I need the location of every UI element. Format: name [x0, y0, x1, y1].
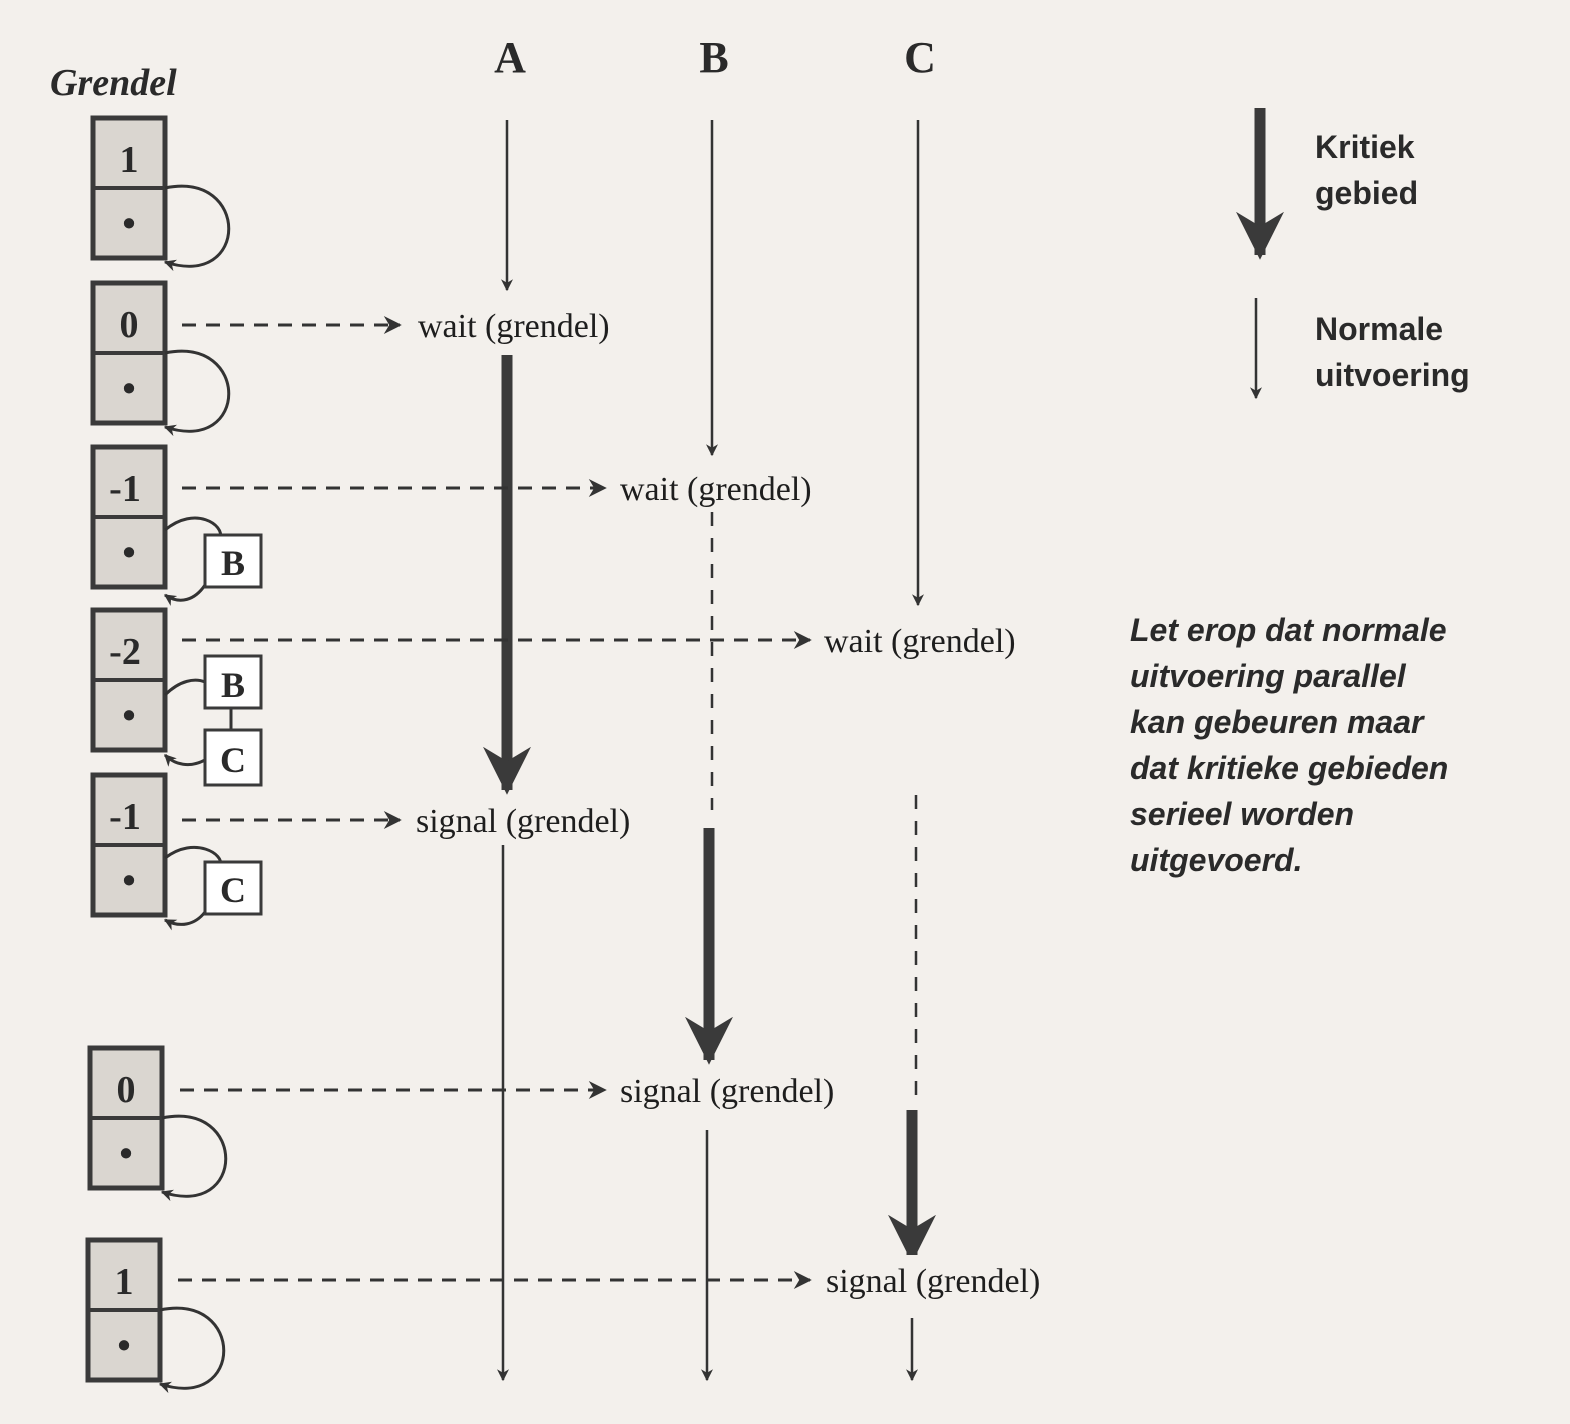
- operation-connectors: [178, 316, 812, 1289]
- diagram-title: Grendel: [50, 62, 177, 104]
- queue-process-c: [203, 860, 263, 916]
- queue-return: [163, 753, 206, 767]
- empty-queue-loop: [158, 1306, 226, 1394]
- op-wait-a: wait (grendel): [418, 308, 610, 345]
- queue-pointer: •: [119, 1133, 132, 1175]
- note-line: dat kritieke gebieden: [1130, 750, 1448, 786]
- queue-return: [163, 911, 207, 931]
- semaphore-value: 1: [115, 1261, 134, 1303]
- legend-normal-line2: uitvoering: [1315, 357, 1470, 393]
- note-line: kan gebeuren maar: [1130, 704, 1425, 740]
- queue-process-b: [203, 533, 263, 589]
- queue-process-c: [203, 728, 263, 787]
- semaphore-value: -1: [109, 796, 141, 838]
- legend-critical-line1: Kritiek: [1315, 129, 1415, 165]
- semaphore-value: 0: [117, 1069, 136, 1111]
- semaphore-value: 0: [120, 304, 139, 346]
- queue-return: [164, 584, 207, 606]
- semaphore-state-3: -1 • B: [90, 444, 263, 606]
- semaphore-value: 1: [120, 139, 139, 181]
- process-b-label: B: [699, 33, 728, 82]
- queue-process-b-label: B: [221, 665, 245, 705]
- queue-pointer: •: [122, 203, 135, 245]
- queue-link: [163, 678, 206, 697]
- op-wait-b: wait (grendel): [620, 471, 812, 508]
- note-line: Let erop dat normale: [1130, 612, 1447, 648]
- queue-pointer: •: [122, 860, 135, 902]
- semaphore-state-1: 1 •: [90, 115, 231, 272]
- op-signal-a: signal (grendel): [416, 803, 630, 840]
- queue-pointer: •: [122, 532, 135, 574]
- process-a-timeline: [483, 120, 531, 1382]
- process-c-timeline: [888, 120, 936, 1382]
- op-signal-c: signal (grendel): [826, 1263, 1040, 1300]
- operation-labels: wait (grendel) wait (grendel) wait (gren…: [408, 300, 1083, 1301]
- semaphore-state-7: 1 •: [85, 1237, 226, 1394]
- op-wait-c: wait (grendel): [824, 623, 1016, 660]
- note-line: uitvoering parallel: [1130, 658, 1407, 694]
- op-signal-b: signal (grendel): [620, 1073, 834, 1110]
- process-b-timeline: [685, 120, 733, 1382]
- empty-queue-loop: [163, 184, 231, 272]
- queue-pointer: •: [122, 695, 135, 737]
- process-a-label: A: [494, 33, 526, 82]
- empty-queue-loop: [160, 1114, 228, 1202]
- queue-process-c-label: C: [220, 740, 246, 780]
- empty-queue-loop: [163, 349, 231, 437]
- legend: Kritiek gebied Normale uitvoering: [1236, 108, 1470, 400]
- queue-process-b-label: B: [221, 543, 245, 583]
- note-line: serieel worden: [1130, 796, 1354, 832]
- semaphore-state-5: -1 • C: [90, 772, 263, 931]
- semaphore-state-6: 0 •: [87, 1045, 228, 1202]
- queue-process-b: [203, 654, 263, 710]
- semaphore-value: -1: [109, 468, 141, 510]
- queue-pointer: •: [122, 368, 135, 410]
- note: Let erop dat normale uitvoering parallel…: [1130, 612, 1448, 878]
- queue-process-c-label: C: [220, 870, 246, 910]
- semaphore-value: -2: [109, 631, 141, 673]
- semaphore-state-4: -2 • B C: [90, 607, 263, 787]
- semaphore-state-2: 0 •: [90, 280, 231, 437]
- queue-pointer: •: [117, 1325, 130, 1367]
- process-c-label: C: [904, 33, 936, 82]
- legend-normal-line1: Normale: [1315, 311, 1443, 347]
- legend-critical-line2: gebied: [1315, 175, 1418, 211]
- note-line: uitgevoerd.: [1130, 842, 1302, 878]
